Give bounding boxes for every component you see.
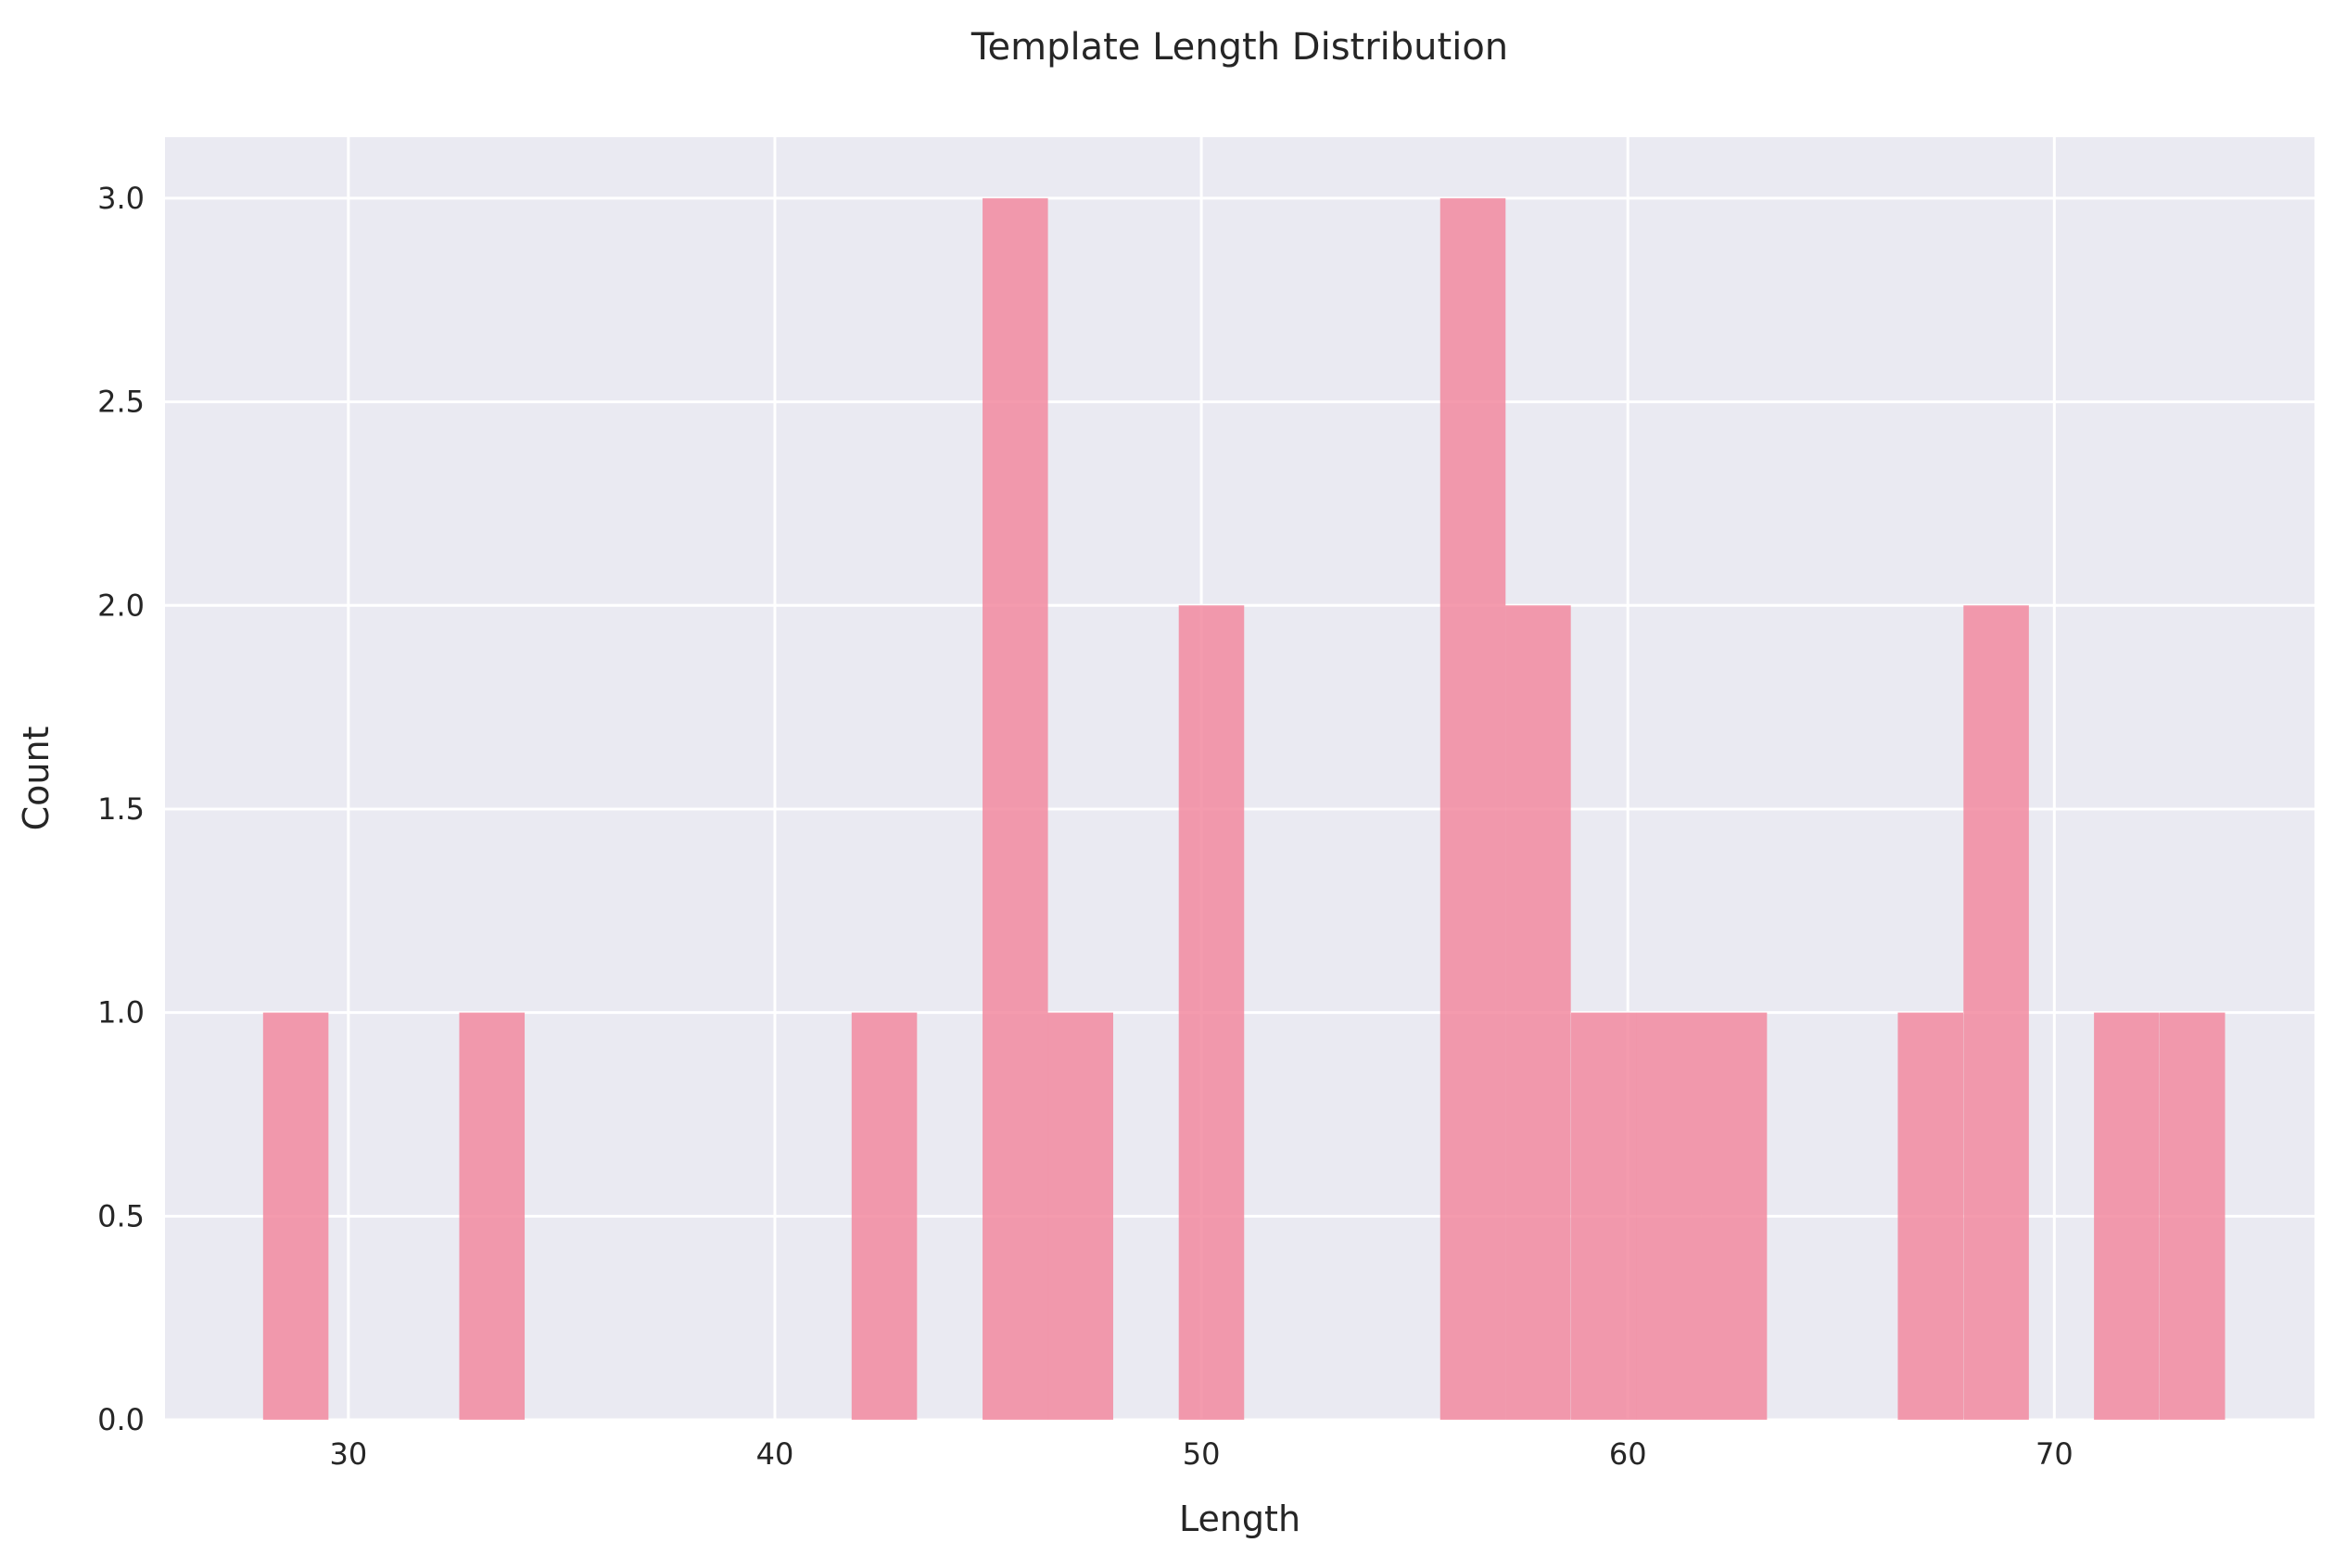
histogram-bars [262,197,2226,1420]
histogram-bar [459,1012,526,1420]
y-tick-label: 0.5 [97,1198,145,1233]
histogram-bar [1505,605,1571,1420]
histogram-bar [1701,1012,1768,1420]
x-tick-label: 40 [756,1436,794,1472]
histogram-bar [1439,197,1506,1420]
y-tick-label: 2.0 [97,588,145,623]
histogram-bar [2094,1012,2160,1420]
histogram-bar [1178,605,1245,1420]
histogram-bar [1047,1012,1113,1420]
y-tick-labels: 0.0 0.5 1.0 1.5 2.0 2.5 3.0 [97,181,145,1437]
histogram-bar [1963,605,2029,1420]
histogram-bar [983,197,1048,1420]
x-tick-label: 60 [1609,1436,1647,1472]
y-tick-label: 3.0 [97,181,145,216]
x-tick-label: 50 [1183,1436,1221,1472]
histogram-bar [1636,1012,1702,1420]
y-tick-label: 1.5 [97,791,145,827]
histogram-bar [1571,1012,1637,1420]
histogram-bar [851,1012,918,1420]
chart-title: Template Length Distribution [970,26,1508,69]
histogram-bar [1897,1012,1963,1420]
y-axis-label: Count [16,727,57,831]
y-tick-label: 0.0 [97,1402,145,1437]
histogram-bar [2159,1012,2226,1420]
histogram-bar [262,1012,329,1420]
x-axis-label: Length [1179,1498,1300,1539]
x-tick-label: 30 [329,1436,367,1472]
x-tick-label: 70 [2035,1436,2073,1472]
y-tick-label: 1.0 [97,995,145,1031]
y-tick-label: 2.5 [97,385,145,420]
x-tick-labels: 30 40 50 60 70 [329,1436,2073,1472]
